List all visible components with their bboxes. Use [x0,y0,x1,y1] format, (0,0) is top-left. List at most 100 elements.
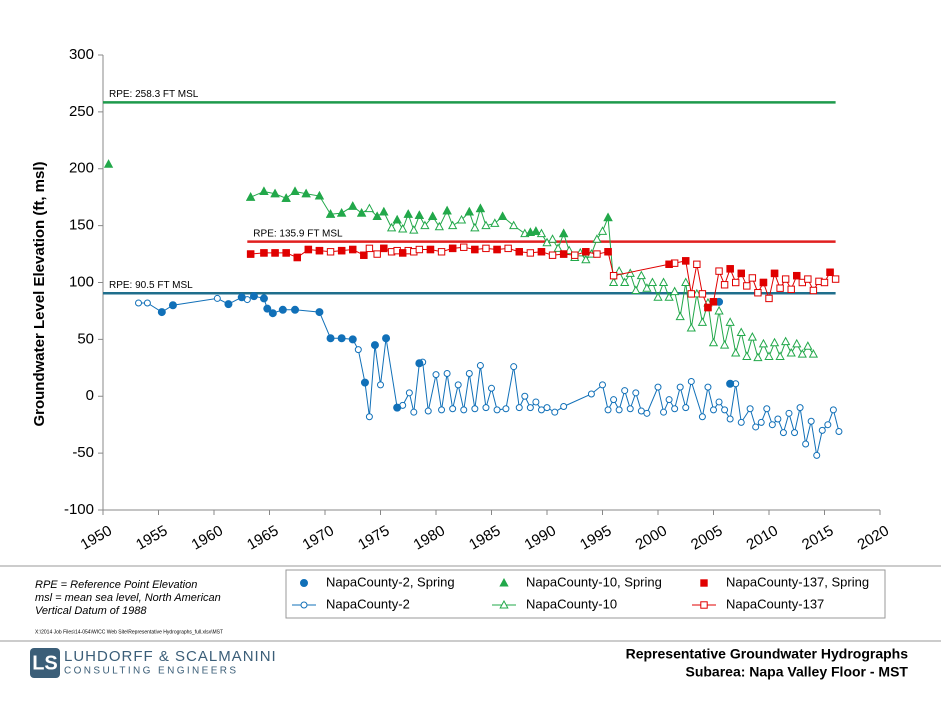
marker [698,290,707,298]
marker [559,228,569,238]
x-tick-label: 1970 [300,522,337,553]
marker [348,201,358,210]
y-axis-label: Groundwater Level Elevation (ft, msl) [31,161,48,426]
marker [736,327,746,337]
marker [620,277,630,286]
marker [532,398,540,406]
marker [497,211,508,221]
marker [781,336,791,346]
marker [270,188,280,198]
marker [726,379,735,388]
marker [737,418,745,426]
legend-label: NapaCounty-10, Spring [526,574,662,589]
marker [715,398,723,406]
marker [726,415,734,423]
y-tick-label: 0 [86,387,94,404]
marker [291,305,300,314]
marker [471,405,479,413]
logo-name: LUHDORFF & SCALMANINI [64,648,277,665]
marker [249,292,258,301]
marker [592,234,602,243]
marker [460,243,468,251]
marker [571,251,579,259]
marker [654,383,662,391]
marker [237,293,246,302]
svg-text:LS: LS [32,652,58,674]
marker [758,338,769,348]
marker [700,579,708,587]
marker [626,405,634,413]
marker [791,429,799,437]
marker [278,305,287,314]
y-tick-label: 300 [69,46,94,63]
marker [365,413,373,421]
legend-box [285,569,886,619]
marker [354,346,362,354]
marker [464,206,474,216]
marker [271,249,279,257]
marker [526,249,535,257]
marker [392,214,402,224]
marker [820,278,829,287]
marker [410,408,418,416]
marker [725,317,735,326]
marker [454,381,462,389]
marker [660,408,668,416]
reference-label: RPE: 135.9 FT MSL [253,228,343,239]
marker [504,244,512,253]
marker [499,599,509,609]
marker [282,249,290,257]
footer-title: Subarea: Napa Valley Floor - MST [685,664,908,680]
marker [781,275,790,283]
marker [551,408,559,416]
marker [700,601,708,609]
marker [604,248,612,256]
marker [835,428,843,436]
marker [704,303,712,312]
marker [399,249,407,257]
marker [714,305,724,315]
marker [437,248,446,256]
marker [521,392,529,400]
legend-item: NapaCounty-2, Spring [300,574,455,589]
marker [775,351,785,360]
marker [337,246,346,255]
series [103,159,613,238]
marker [720,281,729,289]
marker [792,338,802,348]
marker [420,220,430,230]
marker [393,403,402,412]
y-tick-label: -50 [72,444,94,461]
x-tick-label: 1990 [522,522,559,553]
marker [697,317,708,326]
y-tick-label: -100 [64,501,94,518]
marker [732,278,740,287]
marker [515,248,523,256]
marker [424,407,432,415]
marker [807,417,815,425]
marker [449,405,457,413]
marker [386,222,397,232]
marker [608,277,619,286]
marker [768,421,776,429]
marker [631,285,641,294]
marker [415,359,424,368]
marker [537,248,546,256]
marker [770,269,779,278]
marker [621,387,629,395]
marker [543,404,551,412]
y-tick-label: 200 [69,160,94,177]
marker [382,334,391,343]
marker [675,311,685,321]
marker [719,340,730,349]
x-tick-label: 1995 [577,522,614,553]
x-tick-label: 1960 [189,522,226,553]
marker [337,208,347,217]
marker [793,271,801,280]
marker [809,286,818,295]
marker [763,405,771,413]
marker [398,223,408,233]
marker [268,309,277,318]
marker [774,415,782,423]
marker [682,257,690,265]
